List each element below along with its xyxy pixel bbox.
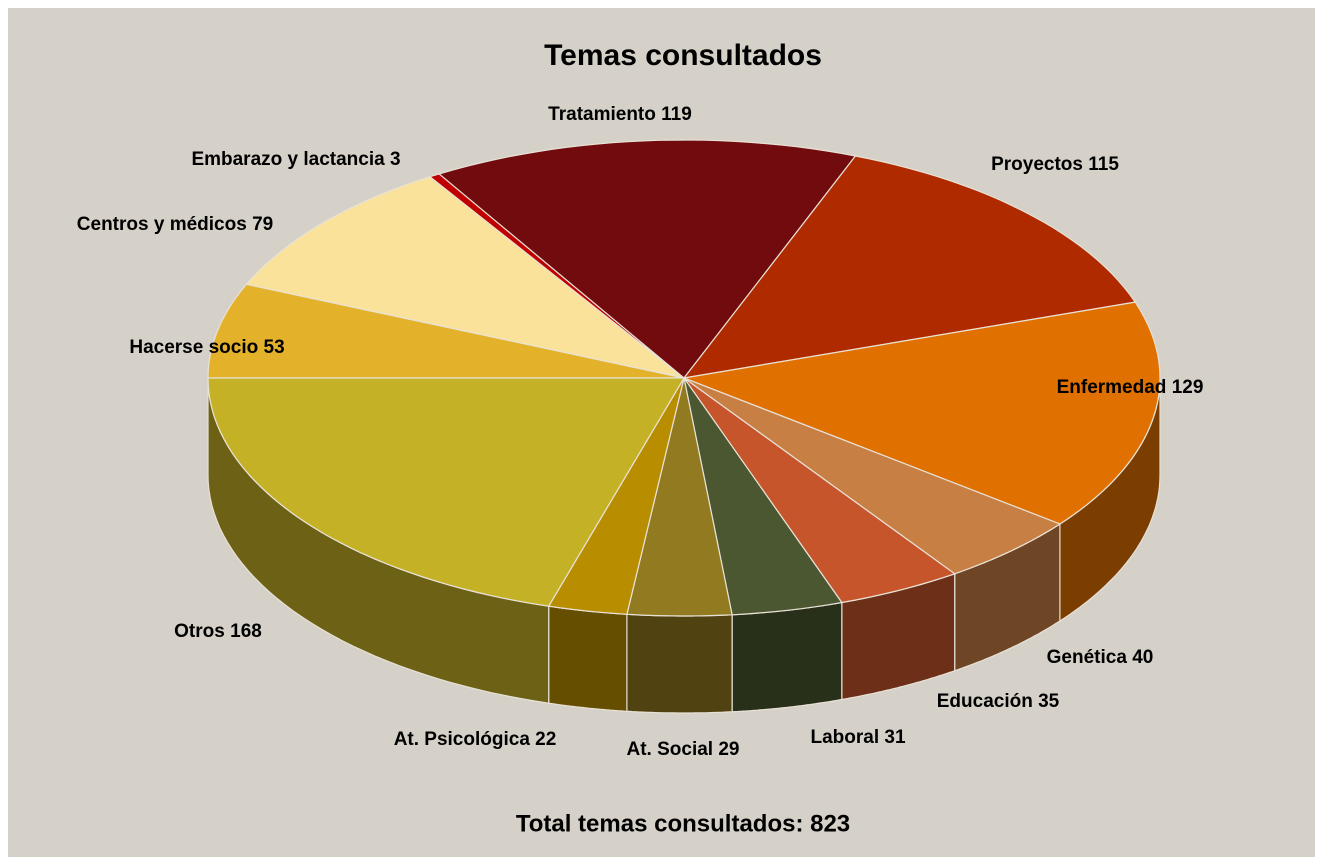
data-label: Tratamiento 119 bbox=[548, 104, 692, 125]
label-value: 40 bbox=[1132, 647, 1153, 668]
label-category: Hacerse socio bbox=[129, 337, 258, 358]
label-category: Tratamiento bbox=[548, 104, 656, 125]
label-value: 79 bbox=[252, 214, 273, 235]
data-label: Centros y médicos 79 bbox=[77, 214, 273, 235]
chart-title: Temas consultados bbox=[544, 39, 822, 72]
top-faces bbox=[207, 139, 1161, 617]
data-label: Genética 40 bbox=[1047, 647, 1154, 668]
label-value: 29 bbox=[718, 739, 739, 760]
label-value: 119 bbox=[661, 104, 692, 125]
label-category: Genética bbox=[1047, 647, 1128, 668]
label-category: Laboral bbox=[810, 727, 879, 748]
label-category: At. Social bbox=[627, 739, 714, 760]
slice bbox=[207, 377, 686, 607]
slice-side bbox=[626, 613, 733, 714]
label-value: 3 bbox=[390, 149, 401, 170]
slice bbox=[626, 377, 733, 617]
slice-side bbox=[548, 605, 628, 712]
slice bbox=[245, 176, 685, 379]
slice-side bbox=[731, 601, 843, 713]
slice bbox=[207, 283, 685, 379]
data-label: Educación 35 bbox=[937, 691, 1060, 712]
data-label: Embarazo y lactancia 3 bbox=[191, 149, 400, 170]
slice bbox=[681, 301, 1161, 525]
slice bbox=[683, 377, 1062, 575]
data-label: At. Social 29 bbox=[627, 739, 740, 760]
label-category: Enfermedad bbox=[1057, 377, 1167, 398]
data-label: Hacerse socio 53 bbox=[129, 337, 284, 358]
label-value: 168 bbox=[230, 621, 262, 642]
label-category: Proyectos bbox=[991, 154, 1083, 175]
slice bbox=[682, 155, 1137, 379]
label-category: Centros y médicos bbox=[77, 214, 247, 235]
label-value: 129 bbox=[1172, 377, 1204, 398]
label-category: At. Psicológica bbox=[394, 729, 531, 750]
slice bbox=[683, 377, 843, 616]
annotation: Total temas consultados: 823 bbox=[516, 810, 850, 837]
side-walls bbox=[207, 377, 1161, 714]
label-value: 35 bbox=[1038, 691, 1060, 712]
label-category: Otros bbox=[174, 621, 225, 642]
data-label: Proyectos 115 bbox=[991, 154, 1119, 175]
label-value: 53 bbox=[264, 337, 285, 358]
label-category: Educación bbox=[937, 691, 1033, 712]
data-label: Otros 168 bbox=[174, 621, 262, 642]
data-label: At. Psicológica 22 bbox=[394, 729, 557, 750]
data-label: Enfermedad 129 bbox=[1057, 377, 1204, 398]
slice bbox=[437, 139, 857, 379]
slice bbox=[683, 377, 956, 604]
label-value: 22 bbox=[535, 729, 556, 750]
slice bbox=[547, 377, 685, 615]
data-label: Laboral 31 bbox=[810, 727, 905, 748]
label-category: Embarazo y lactancia bbox=[191, 149, 385, 170]
label-value: 31 bbox=[884, 727, 906, 748]
label-value: 115 bbox=[1088, 154, 1119, 175]
